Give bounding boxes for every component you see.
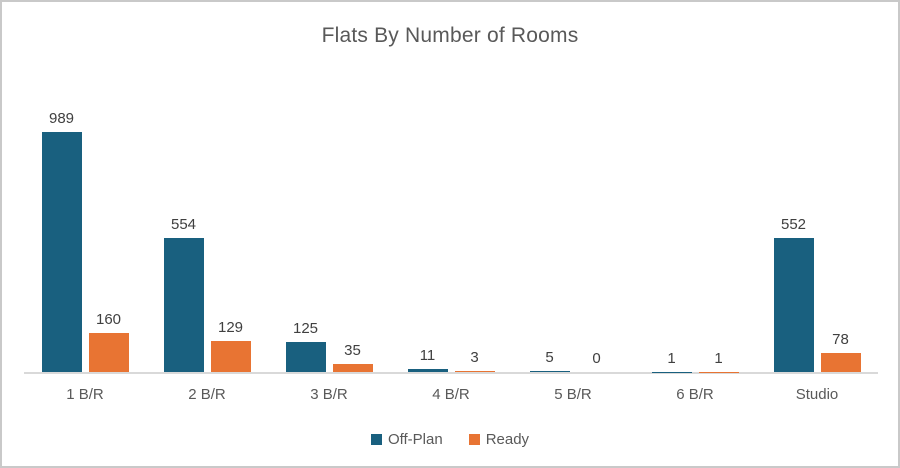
category-label: 2 B/R bbox=[188, 386, 226, 403]
bar-ready bbox=[88, 333, 129, 372]
bar-ready bbox=[210, 340, 251, 372]
bar-column-off-plan: 1 bbox=[651, 349, 692, 372]
bar-off-plan bbox=[163, 237, 204, 372]
bar-column-ready: 129 bbox=[210, 318, 251, 372]
bar-off-plan bbox=[41, 132, 82, 372]
bar-off-plan bbox=[773, 238, 814, 372]
data-label: 552 bbox=[780, 216, 807, 234]
bar-ready bbox=[454, 371, 495, 372]
data-label: 78 bbox=[832, 331, 849, 349]
bar-group-2-b-r: 554 129 bbox=[146, 72, 268, 372]
bar-column-ready: 0 bbox=[577, 350, 617, 372]
bar-off-plan bbox=[285, 341, 326, 372]
data-label: 554 bbox=[170, 215, 197, 233]
bar-ready bbox=[820, 353, 861, 372]
bar-column-ready: 3 bbox=[454, 349, 495, 372]
legend-item-off-plan: Off-Plan bbox=[370, 431, 443, 448]
category-label: 1 B/R bbox=[66, 386, 104, 403]
chart-title: Flats By Number of Rooms bbox=[321, 24, 579, 47]
bar-column-off-plan: 552 bbox=[773, 216, 814, 372]
bar-column-off-plan: 989 bbox=[41, 110, 82, 372]
bar-group-4-b-r: 11 3 bbox=[390, 72, 512, 372]
category-label: 3 B/R bbox=[310, 386, 348, 403]
legend-swatch-off-plan bbox=[370, 434, 382, 445]
legend-label: Ready bbox=[485, 431, 530, 448]
plot-area: 989 160 554 129 125 35 11 3 5 0 1 1 552 78 bbox=[24, 72, 878, 374]
legend: Off-Plan Ready bbox=[2, 431, 898, 448]
data-label: 11 bbox=[419, 347, 436, 365]
bar-column-off-plan: 125 bbox=[285, 319, 326, 372]
data-label: 129 bbox=[217, 318, 244, 336]
data-label: 160 bbox=[95, 311, 122, 329]
bar-ready bbox=[332, 363, 373, 372]
data-label: 35 bbox=[344, 341, 361, 359]
data-label: 3 bbox=[470, 349, 479, 367]
bar-group-3-b-r: 125 35 bbox=[268, 72, 390, 372]
bar-group-1-b-r: 989 160 bbox=[24, 72, 146, 372]
bar-off-plan bbox=[407, 369, 448, 372]
bar-column-ready: 78 bbox=[820, 331, 861, 372]
bar-column-ready: 1 bbox=[698, 349, 739, 372]
bar-group-studio: 552 78 bbox=[756, 72, 878, 372]
legend-item-ready: Ready bbox=[468, 431, 530, 448]
data-label: 989 bbox=[48, 110, 75, 127]
category-axis: 1 B/R 2 B/R 3 B/R 4 B/R 5 B/R 6 B/R Studio bbox=[24, 386, 878, 403]
data-label: 5 bbox=[545, 348, 554, 366]
legend-label: Off-Plan bbox=[387, 431, 443, 448]
bar-column-off-plan: 554 bbox=[163, 215, 204, 372]
bar-column-ready: 160 bbox=[88, 311, 129, 372]
data-label: 125 bbox=[292, 319, 319, 337]
legend-swatch-ready bbox=[468, 434, 480, 445]
data-label: 0 bbox=[592, 350, 601, 367]
data-label: 1 bbox=[667, 349, 676, 367]
category-label: 5 B/R bbox=[554, 386, 592, 403]
category-label: 4 B/R bbox=[432, 386, 470, 403]
data-label: 1 bbox=[714, 349, 723, 367]
bar-column-off-plan: 5 bbox=[529, 348, 570, 372]
category-label: Studio bbox=[795, 386, 839, 403]
category-label: 6 B/R bbox=[676, 386, 714, 403]
bar-off-plan bbox=[529, 370, 570, 372]
bar-column-ready: 35 bbox=[332, 341, 373, 372]
bar-column-off-plan: 11 bbox=[407, 347, 448, 372]
